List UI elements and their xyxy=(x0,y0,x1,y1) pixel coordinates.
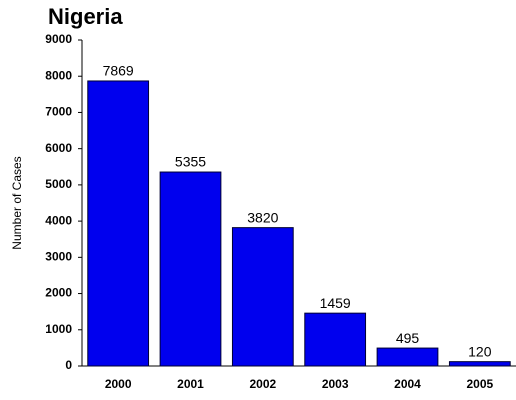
bar xyxy=(87,80,150,367)
bar xyxy=(231,227,294,367)
bar xyxy=(448,361,511,367)
y-tick-label: 0 xyxy=(65,358,72,372)
x-tick-label: 2000 xyxy=(105,377,132,391)
value-label: 3820 xyxy=(247,209,278,225)
x-tick-label: 2001 xyxy=(177,377,204,391)
y-tick-label: 3000 xyxy=(45,250,72,264)
x-tick-label: 2003 xyxy=(322,377,349,391)
chart-title: Nigeria xyxy=(48,4,123,29)
value-label: 1459 xyxy=(320,295,351,311)
value-label: 495 xyxy=(396,330,420,346)
y-tick-label: 4000 xyxy=(45,213,72,227)
y-tick-label: 8000 xyxy=(45,68,72,82)
x-tick-label: 2005 xyxy=(466,377,493,391)
y-tick-label: 6000 xyxy=(45,141,72,155)
value-label: 7869 xyxy=(103,63,134,79)
bar xyxy=(159,171,222,367)
y-tick-label: 9000 xyxy=(45,32,72,46)
bar xyxy=(376,347,439,367)
bar xyxy=(304,312,367,367)
x-tick-label: 2002 xyxy=(249,377,276,391)
y-tick-label: 7000 xyxy=(45,105,72,119)
x-tick-label: 2004 xyxy=(394,377,421,391)
value-label: 120 xyxy=(468,343,492,359)
y-tick-label: 2000 xyxy=(45,286,72,300)
y-tick-label: 5000 xyxy=(45,177,72,191)
y-axis-title: Number of Cases xyxy=(10,156,24,249)
y-tick-label: 1000 xyxy=(45,322,72,336)
value-label: 5355 xyxy=(175,154,206,170)
